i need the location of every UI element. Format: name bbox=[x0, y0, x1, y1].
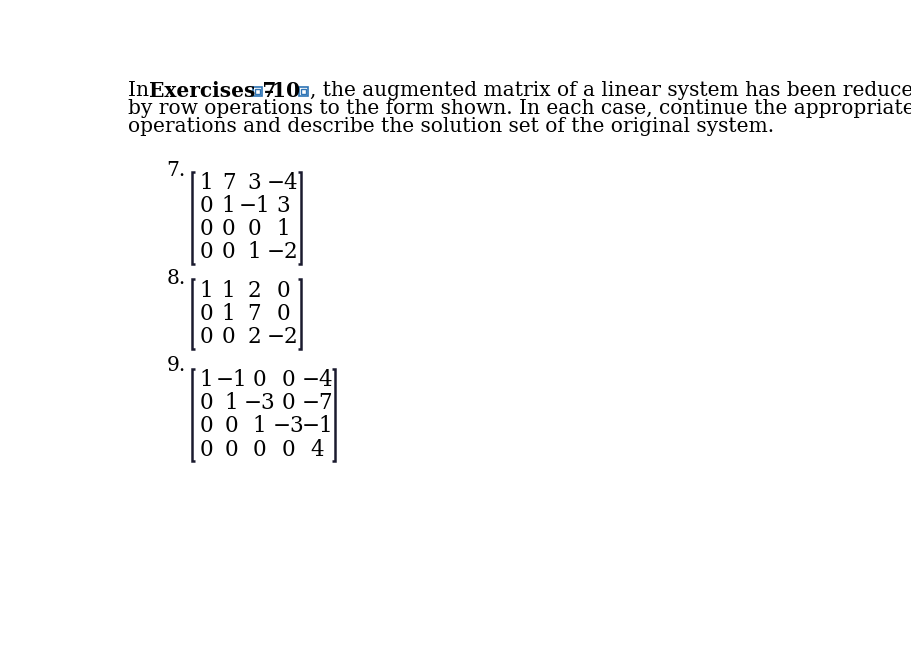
Text: by row operations to the form shown. In each case, continue the appropriate row: by row operations to the form shown. In … bbox=[128, 99, 911, 118]
Text: , the augmented matrix of a linear system has been reduced: , the augmented matrix of a linear syste… bbox=[310, 82, 911, 100]
Text: 0: 0 bbox=[221, 241, 235, 263]
Text: −1: −1 bbox=[215, 369, 247, 391]
Text: 1: 1 bbox=[221, 280, 235, 302]
Text: −2: −2 bbox=[267, 241, 299, 263]
Text: 0: 0 bbox=[281, 369, 295, 391]
FancyBboxPatch shape bbox=[299, 87, 307, 96]
Text: 0: 0 bbox=[224, 439, 238, 461]
Text: −2: −2 bbox=[267, 326, 299, 348]
Text: 10: 10 bbox=[271, 81, 307, 101]
FancyBboxPatch shape bbox=[255, 89, 260, 94]
FancyBboxPatch shape bbox=[301, 89, 305, 94]
Text: −1: −1 bbox=[238, 195, 270, 217]
Text: 7: 7 bbox=[247, 303, 261, 325]
Text: 1: 1 bbox=[221, 195, 235, 217]
Text: −3: −3 bbox=[243, 392, 275, 414]
Text: 2: 2 bbox=[247, 326, 261, 348]
Text: 0: 0 bbox=[200, 392, 213, 414]
Text: −3: −3 bbox=[272, 415, 304, 437]
Text: 3: 3 bbox=[276, 195, 290, 217]
Text: 0: 0 bbox=[200, 195, 213, 217]
Text: 0: 0 bbox=[276, 303, 290, 325]
Text: 1: 1 bbox=[276, 218, 290, 240]
Text: 1: 1 bbox=[221, 303, 235, 325]
FancyBboxPatch shape bbox=[253, 87, 261, 96]
Text: 0: 0 bbox=[221, 218, 235, 240]
Text: 0: 0 bbox=[252, 369, 266, 391]
Text: –: – bbox=[264, 81, 274, 101]
Text: −4: −4 bbox=[267, 172, 299, 194]
Text: 1: 1 bbox=[247, 241, 261, 263]
Text: −1: −1 bbox=[301, 415, 333, 437]
Text: 0: 0 bbox=[281, 392, 295, 414]
Text: 1: 1 bbox=[200, 172, 213, 194]
Text: 7.: 7. bbox=[167, 161, 186, 180]
Text: 0: 0 bbox=[281, 439, 295, 461]
Text: 0: 0 bbox=[200, 415, 213, 437]
Text: 1: 1 bbox=[200, 369, 213, 391]
Text: Exercises 7: Exercises 7 bbox=[149, 81, 283, 101]
Text: 1: 1 bbox=[200, 280, 213, 302]
Text: 0: 0 bbox=[200, 218, 213, 240]
Text: 7: 7 bbox=[221, 172, 235, 194]
Text: −7: −7 bbox=[301, 392, 333, 414]
Text: 0: 0 bbox=[200, 326, 213, 348]
Text: 0: 0 bbox=[200, 241, 213, 263]
Text: 9.: 9. bbox=[167, 356, 186, 375]
Text: In: In bbox=[128, 82, 155, 100]
Text: 0: 0 bbox=[200, 439, 213, 461]
Text: operations and describe the solution set of the original system.: operations and describe the solution set… bbox=[128, 116, 773, 136]
Text: 1: 1 bbox=[252, 415, 266, 437]
Text: 4: 4 bbox=[310, 439, 323, 461]
Text: 0: 0 bbox=[221, 326, 235, 348]
Text: 1: 1 bbox=[224, 392, 238, 414]
Text: −4: −4 bbox=[301, 369, 333, 391]
Text: 0: 0 bbox=[247, 218, 261, 240]
Text: 2: 2 bbox=[247, 280, 261, 302]
Text: 8.: 8. bbox=[167, 269, 186, 288]
Text: 3: 3 bbox=[247, 172, 261, 194]
Text: 0: 0 bbox=[252, 439, 266, 461]
Text: 0: 0 bbox=[224, 415, 238, 437]
Text: 0: 0 bbox=[200, 303, 213, 325]
Text: 0: 0 bbox=[276, 280, 290, 302]
